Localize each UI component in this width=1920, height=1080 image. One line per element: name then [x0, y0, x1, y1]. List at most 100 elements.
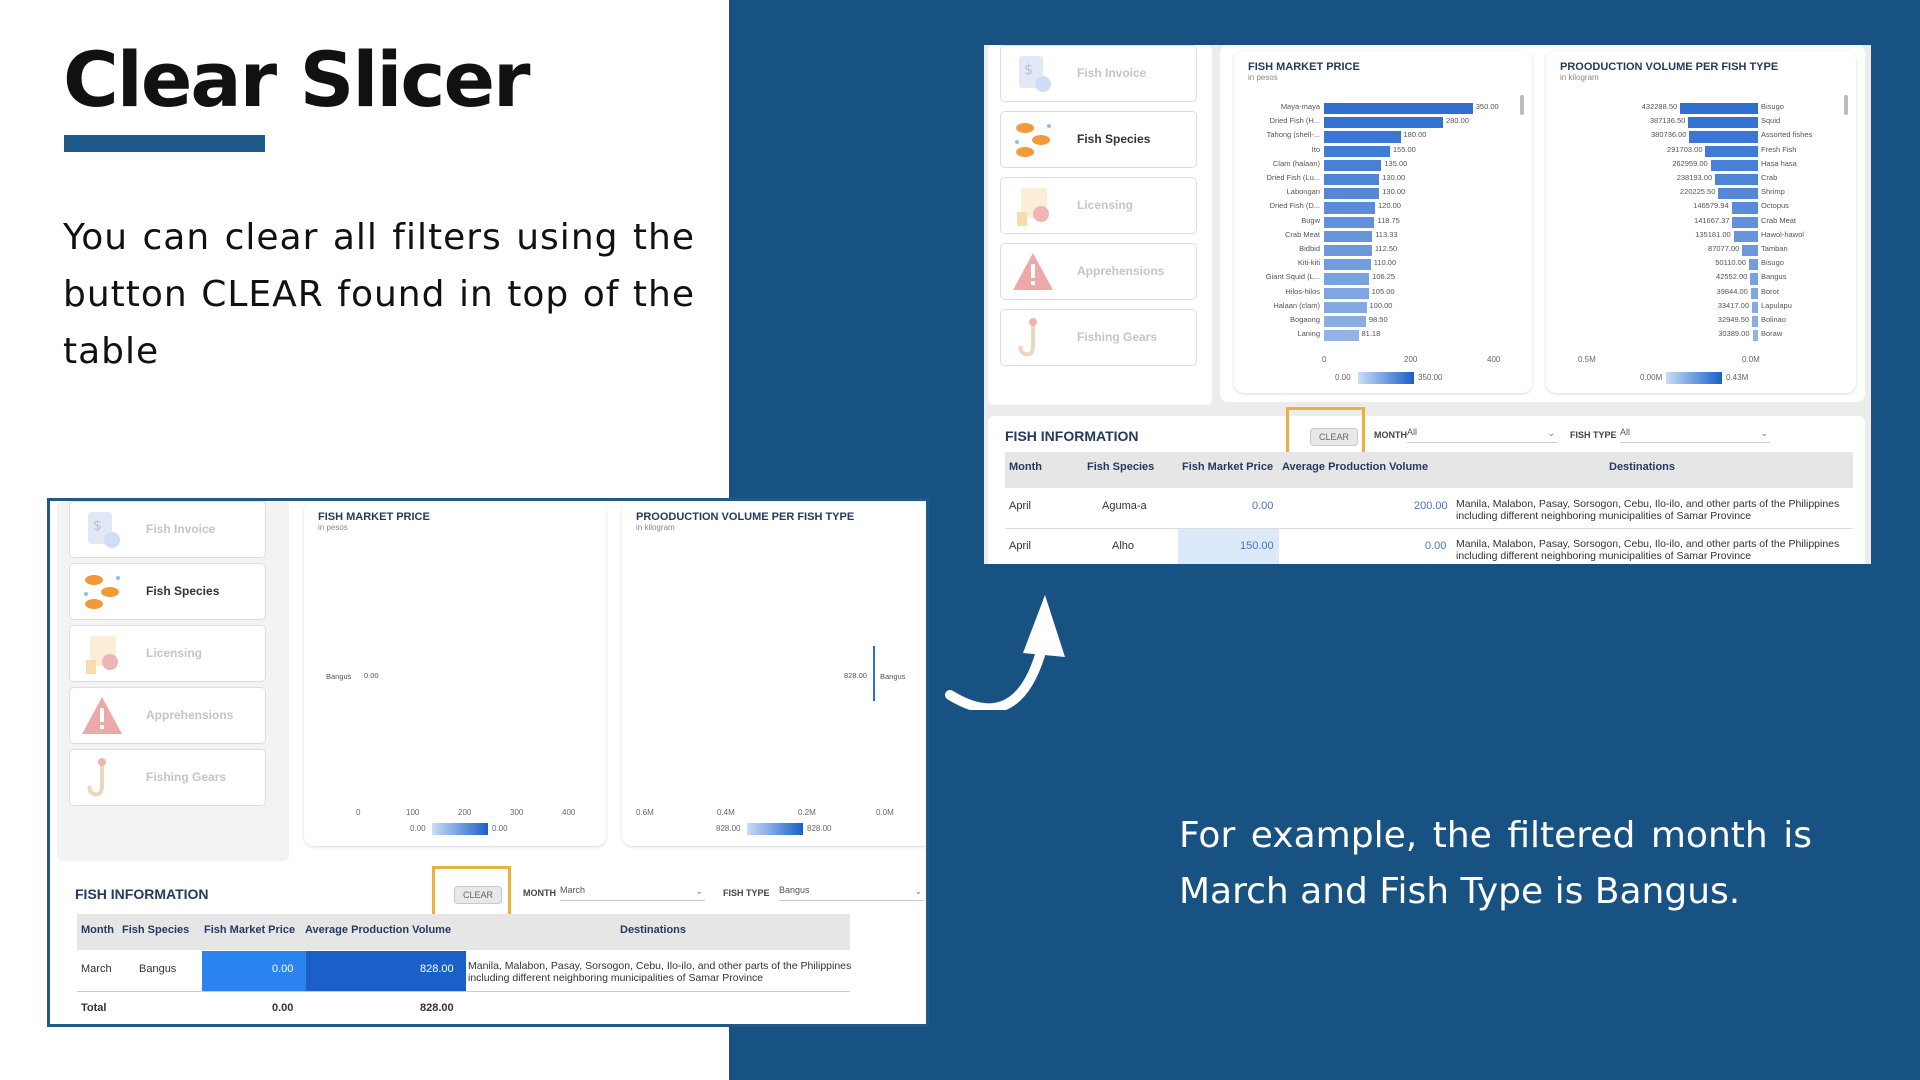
bar[interactable] [1324, 131, 1401, 143]
legend-min: 0.00 [1335, 373, 1351, 382]
bar[interactable] [1324, 301, 1367, 313]
col-price[interactable]: Fish Market Price [1182, 461, 1274, 473]
category-label: Bogaong [1289, 315, 1320, 324]
chevron-down-icon: ⌄ [1760, 428, 1768, 438]
bar[interactable] [1748, 259, 1758, 271]
category-label: Bisugo [1761, 102, 1784, 111]
category-label: Kiti-kiti [1297, 258, 1320, 268]
nav-fishing-gears[interactable]: Fishing Gears [1000, 309, 1197, 366]
bar[interactable] [1732, 216, 1758, 228]
bar[interactable] [1718, 188, 1758, 200]
bar-value: 130.00 [1382, 173, 1406, 182]
bar[interactable] [1752, 330, 1758, 342]
nav-fish-species[interactable]: Fish Species [69, 563, 266, 620]
divider [77, 991, 850, 992]
col-price[interactable]: Fish Market Price [204, 924, 296, 936]
bar[interactable] [1324, 245, 1372, 257]
row-species: Bangus [139, 963, 177, 975]
scrollbar[interactable] [1520, 95, 1524, 115]
bar-value: 106.25 [1372, 272, 1396, 282]
fishtype-dropdown[interactable]: All ⌄ [1620, 427, 1770, 443]
month-dropdown[interactable]: March ⌄ [560, 885, 705, 901]
category-label: Dried Fish (D... [1269, 201, 1320, 211]
clear-button[interactable]: CLEAR [1310, 428, 1358, 446]
nav-label: Fish Invoice [1077, 66, 1147, 80]
bar[interactable] [1710, 159, 1758, 171]
bar[interactable] [1689, 131, 1758, 143]
col-month[interactable]: Month [1009, 461, 1042, 473]
bar[interactable] [1750, 287, 1758, 299]
nav-label: Fishing Gears [1077, 330, 1158, 344]
nav-fish-invoice[interactable]: $ Fish Invoice [69, 501, 266, 558]
bar[interactable] [1324, 330, 1359, 342]
nav-apprehensions[interactable]: Apprehensions [1000, 243, 1197, 300]
nav-label: Licensing [146, 646, 203, 660]
legend-min: 0.00M [1640, 373, 1663, 382]
bar[interactable] [1324, 287, 1369, 299]
fishtype-dropdown[interactable]: Bangus ⌄ [779, 885, 924, 901]
legend-max: 0.43M [1726, 373, 1749, 382]
bar[interactable] [1324, 145, 1390, 157]
bar[interactable] [1680, 103, 1758, 115]
category-label: Bisugo [1761, 258, 1784, 268]
category-label: Maya-maya [1280, 102, 1320, 111]
charts-area: FISH MARKET PRICE in pesos Maya-maya 350.… [1220, 45, 1865, 402]
bar[interactable] [1688, 117, 1758, 129]
category-label: Dried Fish (H... [1269, 116, 1320, 126]
bar[interactable] [1324, 316, 1366, 328]
scrollbar[interactable] [1844, 95, 1848, 115]
bar[interactable] [1324, 230, 1373, 242]
slide-description: You can clear all filters using the butt… [63, 217, 695, 372]
col-species[interactable]: Fish Species [1087, 461, 1155, 473]
col-month[interactable]: Month [81, 924, 114, 936]
license-icon [86, 636, 118, 674]
bar[interactable] [1750, 273, 1758, 285]
bar[interactable] [1715, 174, 1758, 186]
col-destinations[interactable]: Destinations [1609, 461, 1676, 473]
bar[interactable] [1324, 174, 1380, 186]
nav-apprehensions[interactable]: Apprehensions [69, 687, 266, 744]
bar[interactable] [1752, 316, 1758, 328]
nav-fish-species[interactable]: Fish Species [1000, 111, 1197, 168]
nav-label: Licensing [1077, 198, 1134, 212]
bar[interactable] [1324, 103, 1473, 115]
category-label: Octopus [1761, 201, 1789, 211]
bar-value: 120.00 [1378, 201, 1401, 211]
bar[interactable] [1324, 188, 1380, 200]
nav-licensing[interactable]: Licensing [69, 625, 266, 682]
row-species: Aguma-a [1102, 500, 1147, 512]
bar[interactable] [1324, 259, 1371, 271]
col-volume[interactable]: Average Production Volume [1282, 461, 1429, 473]
col-destinations[interactable]: Destinations [620, 924, 687, 936]
category-label: Bugw [1301, 215, 1320, 225]
bar[interactable] [1705, 145, 1758, 157]
category-label: Clam (halaan) [1272, 158, 1320, 168]
bar[interactable] [1324, 159, 1382, 171]
col-species[interactable]: Fish Species [122, 924, 190, 936]
bar[interactable] [1324, 216, 1375, 228]
example-text: For example, the filtered month is March… [1179, 815, 1812, 912]
bar[interactable] [1324, 202, 1375, 214]
category-label: Bidbid [1299, 244, 1320, 253]
category-label: Crab [1761, 173, 1778, 182]
bar-value: 135.00 [1384, 158, 1408, 168]
clear-button[interactable]: CLEAR [454, 886, 502, 904]
nav-fishing-gears[interactable]: Fishing Gears [69, 749, 266, 806]
bar-value: 146579.94 [1693, 201, 1729, 211]
nav-fish-invoice[interactable]: $ Fish Invoice [1000, 45, 1197, 102]
bar[interactable] [1751, 301, 1758, 313]
bar[interactable] [1324, 117, 1443, 129]
bar[interactable] [1324, 273, 1370, 285]
bar-value: 238193.00 [1676, 173, 1713, 182]
row-price: 0.00 [272, 963, 294, 975]
bar[interactable] [1742, 245, 1758, 257]
row-destinations: Manila, Malabon, Pasay, Sorsogon, Cebu, … [1456, 538, 1840, 562]
col-volume[interactable]: Average Production Volume [305, 924, 452, 936]
bar[interactable] [1731, 202, 1758, 214]
month-dropdown[interactable]: All ⌄ [1407, 427, 1557, 443]
price-chart-card: FISH MARKET PRICE in pesos Bangus 0.00 0… [304, 501, 606, 846]
bar[interactable] [1733, 230, 1758, 242]
nav-licensing[interactable]: Licensing [1000, 177, 1197, 234]
table-header [1005, 452, 1853, 488]
total-price: 0.00 [272, 1002, 294, 1014]
